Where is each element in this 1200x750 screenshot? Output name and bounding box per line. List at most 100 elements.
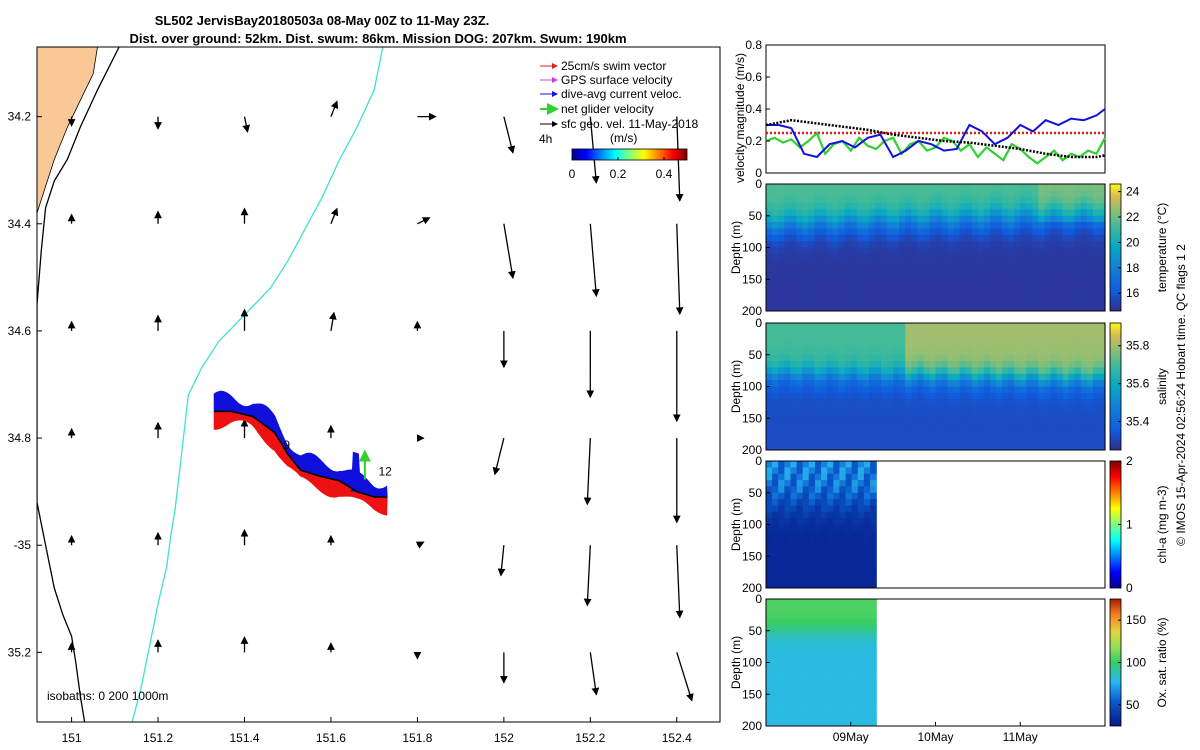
salinity-cell [893,443,900,451]
salinity-cell [766,342,773,349]
salinity-cell [1098,329,1106,337]
temperature-cell [1020,196,1027,204]
temperature-cell [1050,285,1058,293]
salinity-cell [1074,323,1082,330]
temperature-cell [1086,272,1094,280]
salinity-cell [941,399,949,407]
temperature-cell [1002,215,1009,223]
salinity-cell [1098,380,1106,387]
temperature-cell [856,234,864,242]
oxygen-cell [845,649,853,657]
salinity-cell [959,386,967,394]
salinity-cell [899,367,906,375]
day-marker-0: 9 [283,438,290,452]
temperature-cell [1098,253,1106,261]
temperature-cell [838,215,846,223]
chla-cell [790,511,798,519]
salinity-cell [1038,367,1046,375]
temperature-cell [929,260,937,268]
salinity-cell [893,392,900,400]
salinity-cell [929,424,937,432]
chla-cell [839,575,847,583]
salinity-cell [905,367,912,375]
salinity-cell [1092,342,1100,349]
temperature-cell [935,209,943,217]
temperature-cell [917,222,924,229]
salinity-cell [826,380,834,387]
oxygen-cell [845,630,853,638]
salinity-cell [965,342,973,349]
temperature-cell [881,215,888,223]
temperature-cell [990,291,997,299]
chla-cell [839,549,847,557]
oxygen-cell [815,656,822,663]
salinity-cell [996,348,1003,356]
temperature-cell [826,253,834,261]
chla-cell [802,461,810,468]
chla-cell [778,505,785,513]
temperature-cell [1032,298,1040,306]
oxygen-cell [808,624,816,632]
oxygen-cell [839,637,847,644]
salinity-cell [826,342,834,349]
velocity-panel: 00.20.40.60.8 velocity magnitude (m/s) [733,38,1106,183]
salinity-cell [1062,354,1070,362]
temperature-cell [947,209,955,217]
chla-cell [772,575,779,583]
temperature-cell [1098,222,1106,229]
salinity-cell [778,392,785,400]
salinity-cell [1092,424,1100,432]
temperature-cell [1068,222,1076,229]
oxygen-cell [784,656,792,663]
salinity-cell [977,405,985,413]
salinity-cell [1050,405,1058,413]
temperature-cell [1014,209,1021,217]
temperature-cell [1038,215,1046,223]
oxygen-cell [815,618,822,625]
oxygen-cell [808,707,816,714]
temperature-cell [814,253,822,261]
salinity-cell [814,323,822,330]
temperature-cell [844,184,852,191]
salinity-cell [1014,361,1021,368]
oxygen-cell [790,707,798,714]
salinity-cell [935,386,943,394]
temperature-cell [844,298,852,306]
oxygen-cell [784,599,792,606]
salinity-cell [766,443,773,451]
salinity-cell [935,430,943,438]
chla-cell [796,562,804,570]
salinity-cell [875,373,882,381]
chla-cell [790,556,798,564]
salinity-cell [959,348,967,356]
temperature-cell [929,222,937,229]
oxygen-cell [815,713,822,721]
temperature-cell [941,272,949,280]
salinity-cell [1050,443,1058,451]
oxygen-cell [815,649,822,657]
salinity-cell [875,430,882,438]
salinity-cell [971,361,979,368]
temperature-cell [1008,291,1015,299]
salinity-cell [1032,411,1040,419]
chla-cell [839,581,847,589]
salinity-cell [856,443,864,451]
temperature-cell [784,253,791,261]
temperature-cell [905,203,912,210]
salinity-cell [796,367,803,375]
temperature-cell [893,203,900,210]
temperature-cell [1086,196,1094,204]
temperature-cell [790,228,797,236]
temperature-cell [832,196,840,204]
temperature-cell [1098,184,1106,191]
temperature-cell [1002,241,1009,249]
chla-cell [815,549,822,557]
salinity-cell [832,392,840,400]
salinity-cell [832,323,840,330]
salinity-cell [887,335,894,343]
temperature-cell [1050,222,1058,229]
temperature-cell [923,234,931,242]
salinity-cell [917,405,924,413]
temperature-cell [1002,184,1009,191]
salinity-cell [965,405,973,413]
